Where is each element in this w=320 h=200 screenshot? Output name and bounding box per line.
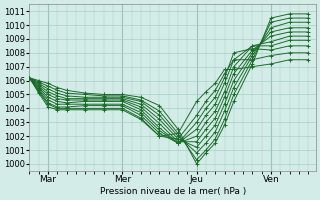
X-axis label: Pression niveau de la mer( hPa ): Pression niveau de la mer( hPa ) (100, 187, 246, 196)
